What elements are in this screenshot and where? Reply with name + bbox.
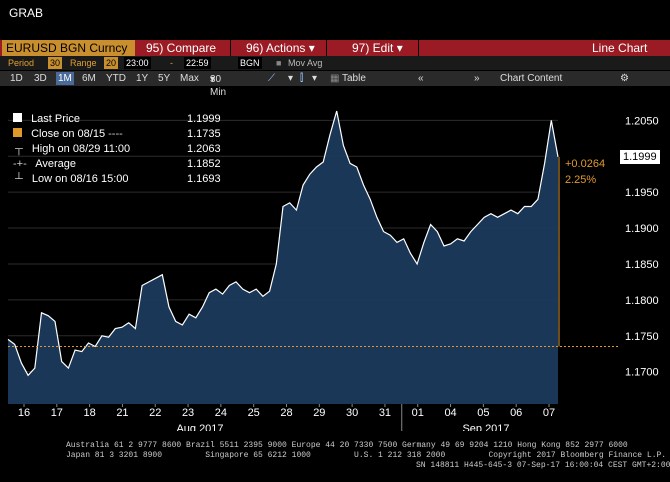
month-label: Sep 2017 <box>462 423 509 431</box>
range-button-1m[interactable]: 1M <box>56 72 74 85</box>
actions-button[interactable]: 96) Actions ▾ <box>246 41 315 55</box>
x-tick-label: 23 <box>182 407 194 419</box>
square-icon <box>13 113 22 122</box>
legend-last-price: Last Price <box>13 113 80 125</box>
high-marker-icon: ┬ <box>15 143 23 155</box>
checkbox-icon[interactable]: ■ <box>276 58 282 68</box>
mov-avg-toggle[interactable]: Mov Avg <box>288 58 323 68</box>
y-tick-label: 1.1850 <box>625 259 659 271</box>
x-tick-label: 25 <box>248 407 260 419</box>
x-axis: 16 17 18 21 22 23 24 25 28 29 30 31 01 04 05 06 07 Aug 20… <box>18 404 555 431</box>
change-absolute: +0.0264 <box>565 158 606 170</box>
footer-line-1: Australia 61 2 9777 8600 Brazil 5511 239… <box>66 441 628 450</box>
x-tick-label: 28 <box>280 407 292 419</box>
x-tick-label: 17 <box>51 407 63 419</box>
toolbar-separator <box>326 40 327 56</box>
last-price-tag: 1.1999 <box>620 150 660 164</box>
draw-tool-icon[interactable]: ⫿ <box>300 73 304 84</box>
edit-button[interactable]: 97) Edit ▾ <box>352 41 403 55</box>
y-axis: 1.20501.20001.19501.19001.18501.18001.17… <box>625 115 659 378</box>
legend-low-value: 1.1693 <box>187 173 221 185</box>
chevron-down-icon[interactable]: ▾ <box>288 73 294 84</box>
x-tick-label: 31 <box>379 407 391 419</box>
chevron-down-icon: ▾ <box>308 41 315 55</box>
range-button-3d[interactable]: 3D <box>34 73 47 84</box>
expand-right-icon[interactable]: » <box>474 73 480 84</box>
session-field[interactable]: BGN <box>238 57 262 69</box>
x-tick-label: 24 <box>215 407 227 419</box>
square-icon <box>13 128 22 137</box>
range-label: Range <box>70 58 97 68</box>
chart-content-button[interactable]: Chart Content <box>500 73 563 84</box>
range-button-5y[interactable]: 5Y <box>158 73 171 84</box>
y-tick-label: 1.1750 <box>625 331 659 343</box>
range-button-1y[interactable]: 1Y <box>136 73 149 84</box>
range-button-6m[interactable]: 6M <box>82 73 96 84</box>
y-tick-label: 1.2050 <box>625 115 659 127</box>
legend-high: ┬ High on 08/29 11:00 <box>15 143 131 155</box>
x-tick-label: 22 <box>149 407 161 419</box>
toolbar-separator <box>230 40 231 56</box>
x-tick-label: 29 <box>313 407 325 419</box>
legend-average: -+- Average <box>13 158 76 170</box>
y-tick-label: 1.1900 <box>625 223 659 235</box>
toolbar: EURUSD BGN Curncy 95) Compare 96) Action… <box>0 40 670 56</box>
period-label: Period <box>8 58 35 68</box>
table-button[interactable]: Table <box>342 73 366 84</box>
toolbar-separator <box>418 40 419 56</box>
end-time-field[interactable]: 22:59 <box>184 57 211 69</box>
ticker-field[interactable]: EURUSD BGN Curncy <box>2 40 135 56</box>
legend-close: Close on 08/15 ---- <box>13 128 123 140</box>
x-tick-label: 04 <box>444 407 456 419</box>
y-tick-label: 1.1700 <box>625 367 659 379</box>
chevron-down-icon: ▾ <box>210 74 216 85</box>
x-tick-label: 21 <box>116 407 128 419</box>
x-tick-label: 07 <box>543 407 555 419</box>
range-button-max[interactable]: Max <box>180 73 199 84</box>
footer-line-3: SN 148811 H445-645-3 07-Sep-17 16:00:04 … <box>416 461 670 470</box>
x-tick-label: 05 <box>477 407 489 419</box>
range-bar: 1D 3D 1M 6M YTD 1Y 5Y Max 30 Min ▾ ⟋ ▾ ⫿… <box>0 71 670 98</box>
legend-high-value: 1.2063 <box>187 143 221 155</box>
range-button-ytd[interactable]: YTD <box>106 73 126 84</box>
chart-svg: 1.20501.20001.19501.19001.18501.18001.17… <box>7 110 659 431</box>
month-label: Aug 2017 <box>176 423 223 431</box>
line-chart-icon[interactable]: ⟋ <box>268 73 275 84</box>
period-field[interactable]: 30 <box>48 57 63 69</box>
gear-icon[interactable]: ⚙ <box>620 73 629 84</box>
legend-low: ┴ Low on 08/16 15:00 <box>15 173 129 185</box>
chevron-down-icon: ▾ <box>396 41 403 55</box>
collapse-left-icon[interactable]: « <box>418 73 424 84</box>
legend-close-value: 1.1735 <box>187 128 221 140</box>
range-button-1d[interactable]: 1D <box>10 73 23 84</box>
dash-separator: - <box>170 58 173 68</box>
start-time-field[interactable]: 23:00 <box>124 57 151 69</box>
average-marker-icon: -+- <box>13 158 27 170</box>
settings-bar: Period 30 Range 20 23:00 - 22:59 BGN ■ M… <box>0 56 670 70</box>
table-icon[interactable]: ▦ <box>330 73 340 84</box>
chevron-down-icon[interactable]: ▾ <box>312 73 318 84</box>
footer-line-2: Japan 81 3 3201 8900 Singapore 65 6212 1… <box>66 451 667 460</box>
y-tick-label: 1.1800 <box>625 295 659 307</box>
x-tick-label: 18 <box>84 407 96 419</box>
low-marker-icon: ┴ <box>15 173 23 185</box>
window-title: GRAB <box>9 6 44 20</box>
x-tick-label: 01 <box>412 407 424 419</box>
range-field[interactable]: 20 <box>104 57 119 69</box>
change-percent: 2.25% <box>565 174 597 186</box>
price-line <box>7 110 559 377</box>
chart-type-label[interactable]: Line Chart <box>592 41 648 55</box>
x-tick-label: 16 <box>18 407 30 419</box>
legend-average-value: 1.1852 <box>187 158 221 170</box>
x-tick-label: 06 <box>510 407 522 419</box>
x-tick-label: 30 <box>346 407 358 419</box>
price-area <box>8 111 558 404</box>
y-tick-label: 1.1950 <box>625 187 659 199</box>
compare-button[interactable]: 95) Compare <box>146 41 217 55</box>
legend-last-price-value: 1.1999 <box>187 113 221 125</box>
